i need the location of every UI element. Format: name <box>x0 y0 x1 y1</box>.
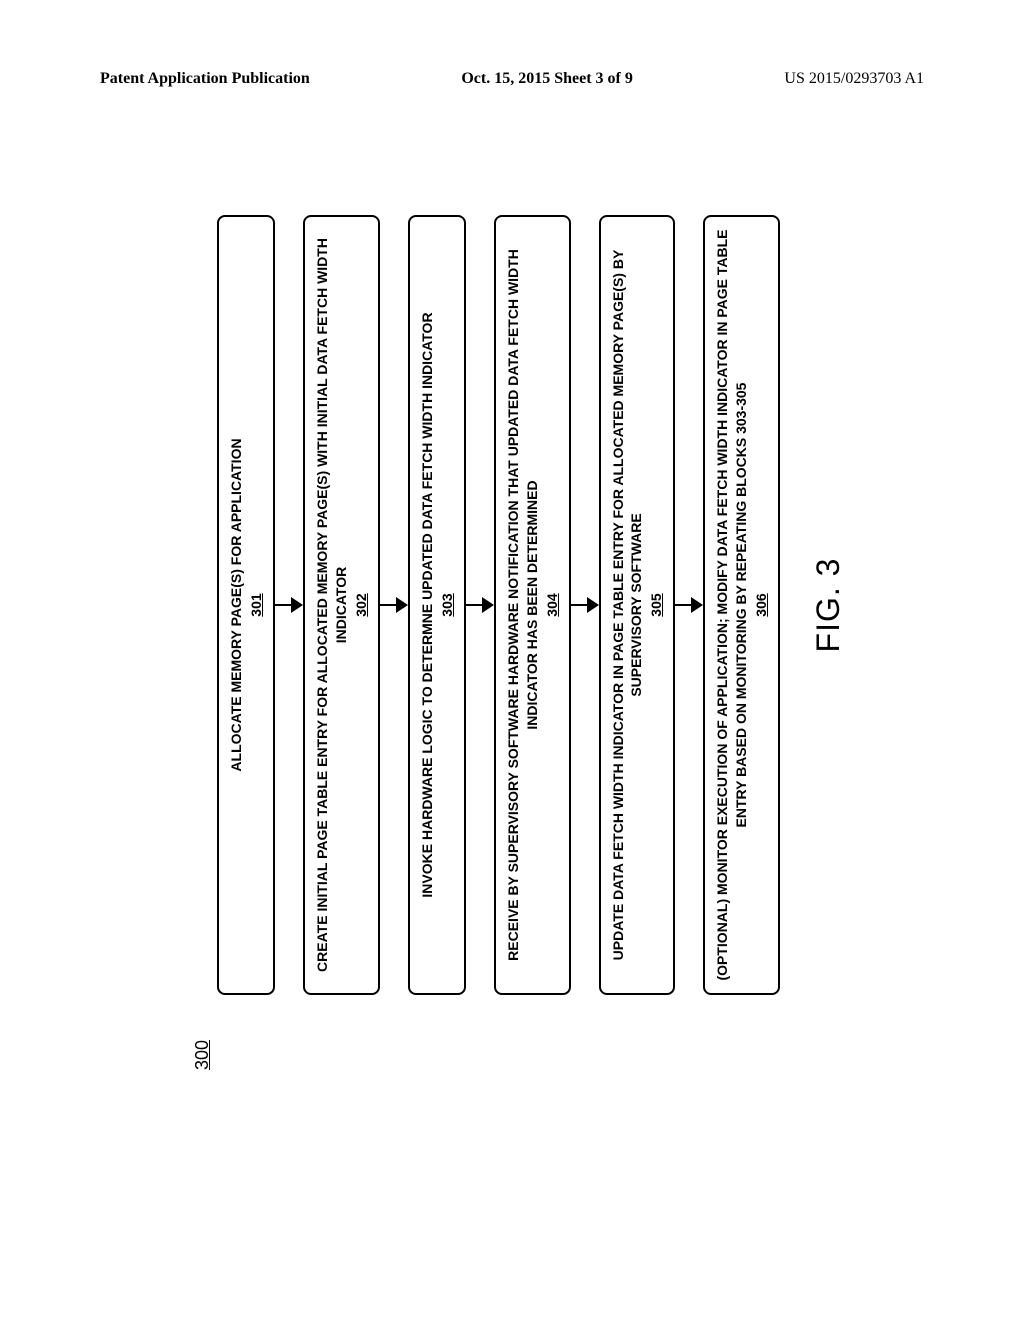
arrow-down-icon <box>291 597 303 613</box>
flow-box-text: INVOKE HARDWARE LOGIC TO DETERMNE UPDATE… <box>418 312 436 897</box>
flow-box-ref: 301 <box>247 593 265 616</box>
flow-box-ref: 302 <box>352 593 370 616</box>
connector-line <box>275 604 291 606</box>
flow-box-text: UPDATE DATA FETCH WIDTH INDICATOR IN PAG… <box>609 229 645 981</box>
flow-box-text: RECEIVE BY SUPERVISORY SOFTWARE HARDWARE… <box>504 229 540 981</box>
flowchart-diagram: 300 ALLOCATE MEMORY PAGE(S) FOR APPLICAT… <box>202 190 822 1070</box>
flow-connector <box>571 597 599 613</box>
arrow-down-icon <box>691 597 703 613</box>
page-header: Patent Application Publication Oct. 15, … <box>0 70 1024 88</box>
flow-box-text: (OPTIONAL) MONITOR EXECUTION OF APPLICAT… <box>713 229 749 981</box>
flow-box-305: UPDATE DATA FETCH WIDTH INDICATOR IN PAG… <box>599 215 676 995</box>
flowchart: ALLOCATE MEMORY PAGE(S) FOR APPLICATION … <box>217 190 847 1020</box>
arrow-down-icon <box>587 597 599 613</box>
flow-box-ref: 304 <box>543 593 561 616</box>
flow-box-304: RECEIVE BY SUPERVISORY SOFTWARE HARDWARE… <box>494 215 571 995</box>
flow-box-302: CREATE INITIAL PAGE TABLE ENTRY FOR ALLO… <box>303 215 380 995</box>
flow-connector <box>466 597 494 613</box>
diagram-number: 300 <box>192 1040 213 1070</box>
flow-box-301: ALLOCATE MEMORY PAGE(S) FOR APPLICATION … <box>217 215 275 995</box>
connector-line <box>466 604 482 606</box>
header-right: US 2015/0293703 A1 <box>784 70 924 88</box>
flow-connector <box>675 597 703 613</box>
flow-connector <box>380 597 408 613</box>
flow-box-text: CREATE INITIAL PAGE TABLE ENTRY FOR ALLO… <box>313 229 349 981</box>
flow-connector <box>275 597 303 613</box>
figure-label: FIG. 3 <box>810 558 847 653</box>
flow-box-ref: 305 <box>647 593 665 616</box>
arrow-down-icon <box>396 597 408 613</box>
connector-line <box>380 604 396 606</box>
flow-box-ref: 303 <box>438 593 456 616</box>
header-center: Oct. 15, 2015 Sheet 3 of 9 <box>461 70 633 88</box>
flow-box-text: ALLOCATE MEMORY PAGE(S) FOR APPLICATION <box>227 438 245 771</box>
flow-box-303: INVOKE HARDWARE LOGIC TO DETERMNE UPDATE… <box>408 215 466 995</box>
connector-line <box>571 604 587 606</box>
flow-box-ref: 306 <box>752 593 770 616</box>
arrow-down-icon <box>482 597 494 613</box>
flow-box-306: (OPTIONAL) MONITOR EXECUTION OF APPLICAT… <box>703 215 780 995</box>
connector-line <box>675 604 691 606</box>
header-left: Patent Application Publication <box>100 70 310 88</box>
